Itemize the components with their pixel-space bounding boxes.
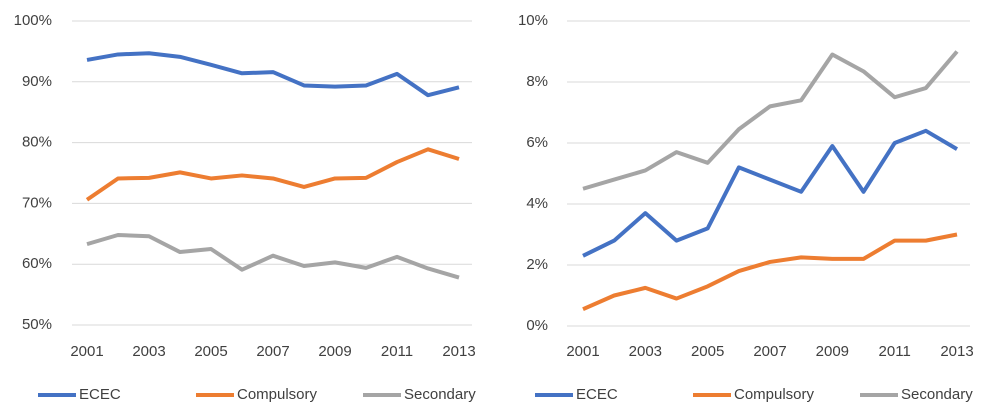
- y-tick-label: 2%: [526, 256, 548, 273]
- series-line: [86, 51, 460, 98]
- x-tick-label: 2011: [879, 343, 911, 360]
- x-tick-label: 2005: [691, 343, 724, 360]
- x-tick-label: 2001: [70, 343, 103, 360]
- x-tick-label: 2003: [629, 343, 662, 360]
- x-tick-label: 2001: [566, 343, 599, 360]
- x-tick-label: 2009: [816, 343, 849, 360]
- y-tick-label: 8%: [526, 73, 548, 90]
- y-tick-label: 0%: [526, 317, 548, 334]
- y-tick-label: 70%: [22, 194, 52, 211]
- x-tick-label: 2011: [381, 343, 413, 360]
- x-tick-label: 2009: [318, 343, 351, 360]
- y-tick-label: 60%: [22, 255, 52, 272]
- x-tick-label: 2013: [442, 343, 475, 360]
- legend-label: Compulsory: [237, 386, 318, 403]
- series-line: [582, 50, 959, 191]
- legend-label: ECEC: [79, 386, 121, 403]
- series-line: [85, 147, 460, 202]
- series-line: [582, 232, 958, 312]
- x-tick-label: 2005: [194, 343, 227, 360]
- x-tick-label: 2003: [132, 343, 165, 360]
- legend-label: Compulsory: [734, 386, 815, 403]
- x-tick-label: 2007: [753, 343, 786, 360]
- y-tick-label: 6%: [526, 134, 548, 151]
- series-line: [582, 128, 959, 258]
- series-line: [86, 233, 460, 280]
- y-tick-label: 10%: [518, 12, 548, 29]
- y-tick-label: 100%: [14, 12, 52, 29]
- y-tick-label: 90%: [22, 73, 52, 90]
- y-tick-label: 80%: [22, 134, 52, 151]
- y-tick-label: 50%: [22, 316, 52, 333]
- legend-label: Secondary: [404, 386, 476, 403]
- legend-label: Secondary: [901, 386, 973, 403]
- x-tick-label: 2007: [256, 343, 289, 360]
- legend-label: ECEC: [576, 386, 618, 403]
- x-tick-label: 2013: [940, 343, 973, 360]
- y-tick-label: 4%: [526, 195, 548, 212]
